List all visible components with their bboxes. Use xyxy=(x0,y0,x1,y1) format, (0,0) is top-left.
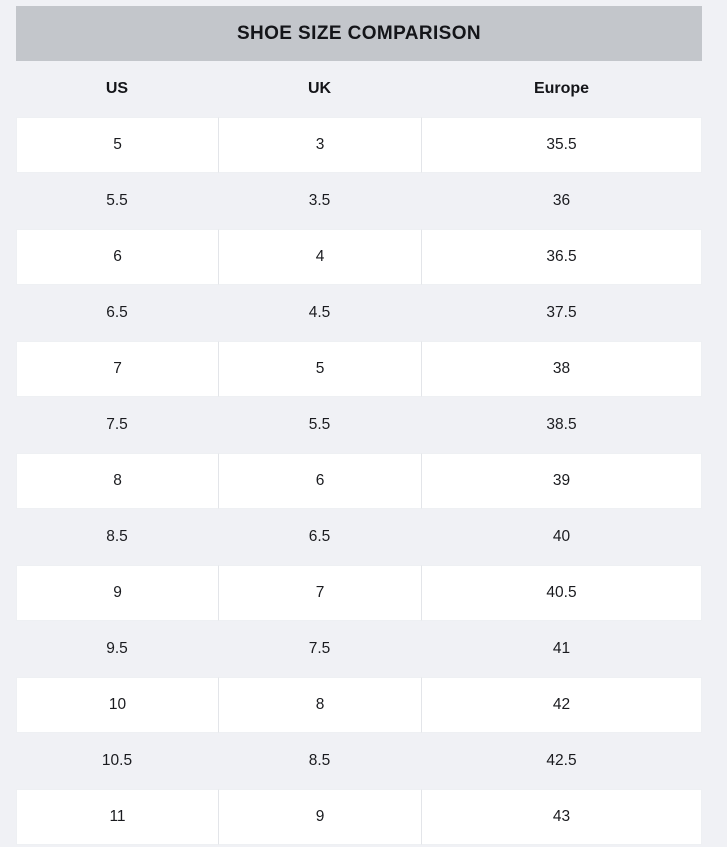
table-cell: 9 xyxy=(218,789,421,845)
table-cell: 4 xyxy=(218,229,421,285)
table-row: 10 8 42 xyxy=(16,677,702,733)
table-cell: 3 xyxy=(218,117,421,173)
table-cell: 38 xyxy=(421,341,702,397)
table-row: 7.5 5.5 38.5 xyxy=(16,397,702,453)
table-cell: 5.5 xyxy=(308,416,331,433)
table-cell: 36 xyxy=(552,192,571,209)
table-cell: 5 xyxy=(218,341,421,397)
table-cell: 9 xyxy=(16,565,218,621)
table-cell: 42 xyxy=(421,677,702,733)
table-cell: 7.5 xyxy=(308,640,331,657)
shoe-size-comparison-table: SHOE SIZE COMPARISON US UK Europe 5 3 35.5… xyxy=(16,6,702,845)
table-cell: 42.5 xyxy=(546,752,577,769)
table-cell: 38.5 xyxy=(546,416,577,433)
table-title: SHOE SIZE COMPARISON xyxy=(236,22,482,44)
table-row: 6.5 4.5 37.5 xyxy=(16,285,702,341)
table-row: 8.5 6.5 40 xyxy=(16,509,702,565)
table-row: 6 4 36.5 xyxy=(16,229,702,285)
table-cell: 6.5 xyxy=(106,304,128,321)
table-cell: 8.5 xyxy=(308,752,331,769)
table-cell: 10.5 xyxy=(101,752,133,769)
table-row: 9.5 7.5 41 xyxy=(16,621,702,677)
table-cell: 37.5 xyxy=(546,304,577,321)
table-cell: 6 xyxy=(218,453,421,509)
table-row: 7 5 38 xyxy=(16,341,702,397)
table-row: 5 3 35.5 xyxy=(16,117,702,173)
table-cell: 6 xyxy=(16,229,218,285)
column-header-uk: UK xyxy=(307,80,332,97)
table-body: 5 3 35.5 5.5 3.5 36 6 4 36.5 6.5 4.5 37.5 7 5 38 7.5 5.5… xyxy=(16,117,702,845)
table-row: 10.5 8.5 42.5 xyxy=(16,733,702,789)
table-cell: 8.5 xyxy=(106,528,128,545)
table-cell: 10 xyxy=(16,677,218,733)
table-title-bar: SHOE SIZE COMPARISON xyxy=(16,6,702,61)
table-cell: 8 xyxy=(218,677,421,733)
table-cell: 35.5 xyxy=(421,117,702,173)
table-cell: 41 xyxy=(552,640,571,657)
table-header-row: US UK Europe xyxy=(16,61,702,117)
table-cell: 8 xyxy=(16,453,218,509)
table-cell: 40.5 xyxy=(421,565,702,621)
table-cell: 6.5 xyxy=(308,528,331,545)
table-row: 9 7 40.5 xyxy=(16,565,702,621)
table-cell: 9.5 xyxy=(106,640,128,657)
table-cell: 39 xyxy=(421,453,702,509)
table-cell: 3.5 xyxy=(308,192,331,209)
table-cell: 4.5 xyxy=(308,304,331,321)
table-cell: 7 xyxy=(16,341,218,397)
table-cell: 11 xyxy=(16,789,218,845)
table-cell: 5 xyxy=(16,117,218,173)
table-cell: 43 xyxy=(421,789,702,845)
column-header-europe: Europe xyxy=(533,80,590,97)
table-row: 8 6 39 xyxy=(16,453,702,509)
table-cell: 7 xyxy=(218,565,421,621)
table-cell: 5.5 xyxy=(106,192,128,209)
table-row: 11 9 43 xyxy=(16,789,702,845)
table-cell: 36.5 xyxy=(421,229,702,285)
table-cell: 40 xyxy=(552,528,571,545)
table-cell: 7.5 xyxy=(106,416,128,433)
table-row: 5.5 3.5 36 xyxy=(16,173,702,229)
column-header-us: US xyxy=(105,80,129,97)
